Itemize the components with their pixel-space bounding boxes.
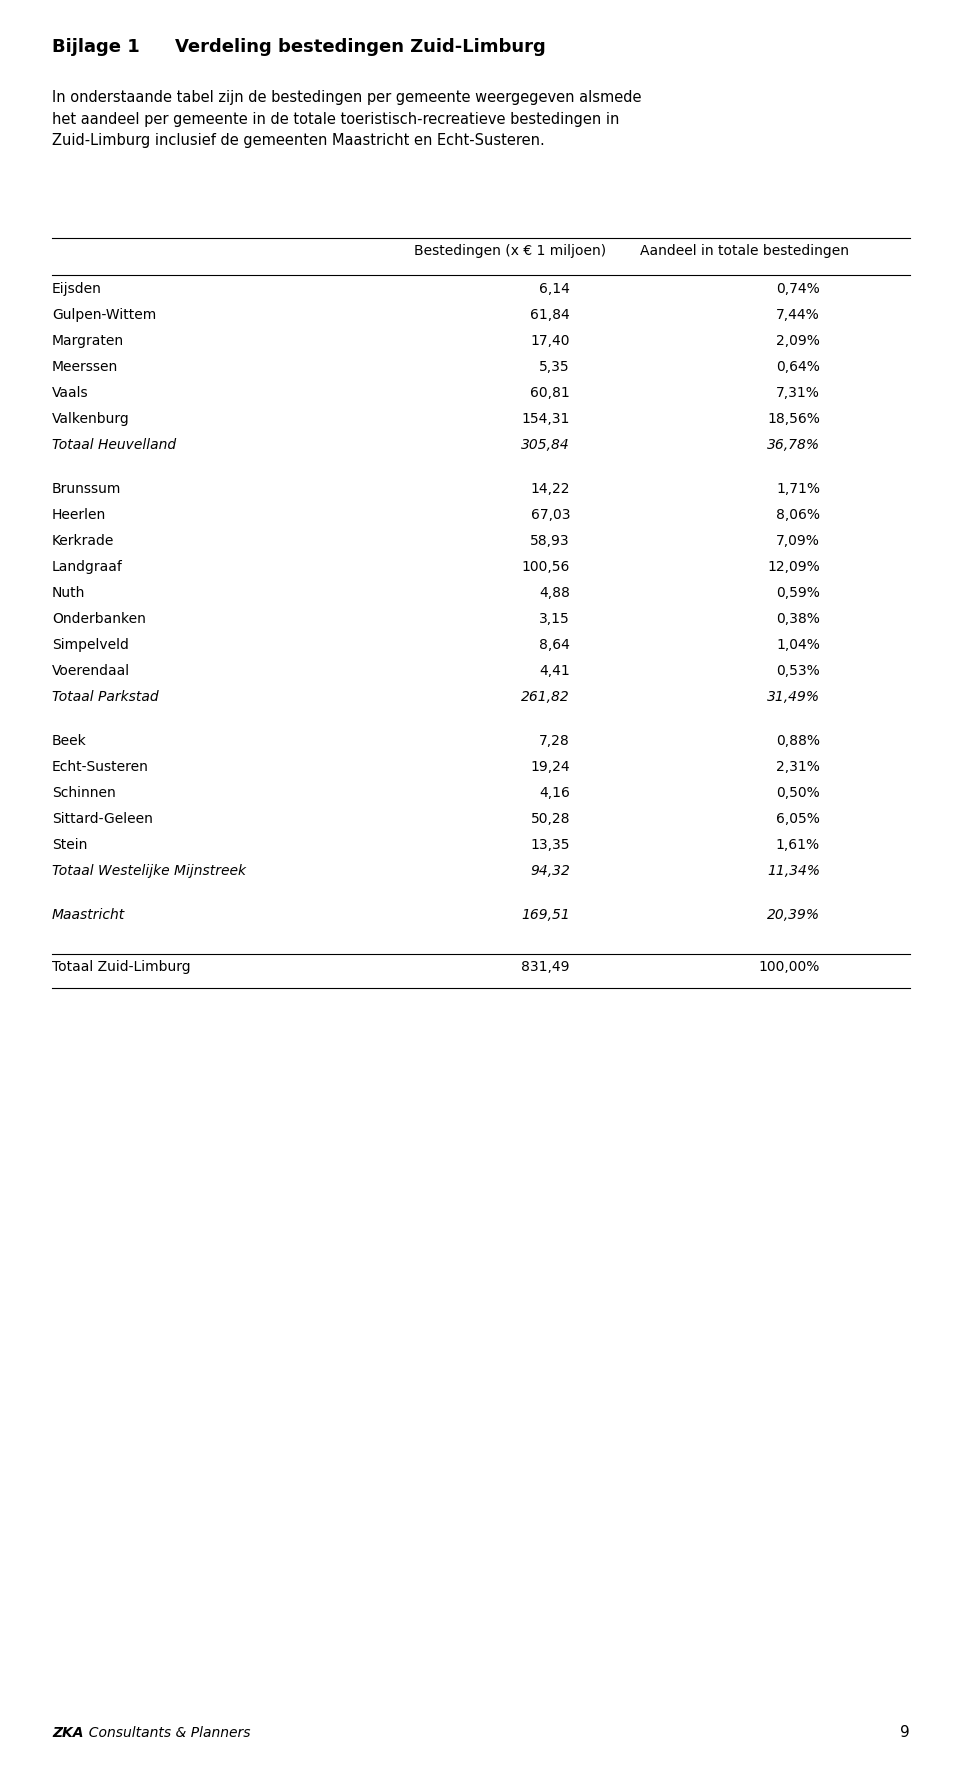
Text: Stein: Stein bbox=[52, 838, 87, 852]
Text: Bestedingen (x € 1 miljoen): Bestedingen (x € 1 miljoen) bbox=[414, 244, 606, 259]
Text: Echt-Susteren: Echt-Susteren bbox=[52, 760, 149, 774]
Text: 0,74%: 0,74% bbox=[777, 282, 820, 296]
Text: 18,56%: 18,56% bbox=[767, 413, 820, 427]
Text: 0,38%: 0,38% bbox=[776, 613, 820, 625]
Text: Gulpen-Wittem: Gulpen-Wittem bbox=[52, 308, 156, 322]
Text: 154,31: 154,31 bbox=[521, 413, 570, 427]
Text: Totaal Zuid-Limburg: Totaal Zuid-Limburg bbox=[52, 960, 191, 974]
Text: Valkenburg: Valkenburg bbox=[52, 413, 130, 427]
Text: 100,56: 100,56 bbox=[521, 560, 570, 574]
Text: 60,81: 60,81 bbox=[530, 386, 570, 400]
Text: 6,14: 6,14 bbox=[540, 282, 570, 296]
Text: Eijsden: Eijsden bbox=[52, 282, 102, 296]
Text: 58,93: 58,93 bbox=[530, 535, 570, 547]
Text: Kerkrade: Kerkrade bbox=[52, 535, 114, 547]
Text: In onderstaande tabel zijn de bestedingen per gemeente weergegeven alsmede
het a: In onderstaande tabel zijn de bestedinge… bbox=[52, 90, 641, 149]
Text: Nuth: Nuth bbox=[52, 586, 85, 600]
Text: Margraten: Margraten bbox=[52, 335, 124, 347]
Text: Verdeling bestedingen Zuid-Limburg: Verdeling bestedingen Zuid-Limburg bbox=[175, 37, 545, 57]
Text: Schinnen: Schinnen bbox=[52, 786, 116, 800]
Text: 831,49: 831,49 bbox=[521, 960, 570, 974]
Text: Maastricht: Maastricht bbox=[52, 909, 125, 923]
Text: 0,88%: 0,88% bbox=[776, 733, 820, 747]
Text: 2,09%: 2,09% bbox=[776, 335, 820, 347]
Text: 7,31%: 7,31% bbox=[776, 386, 820, 400]
Text: 4,88: 4,88 bbox=[540, 586, 570, 600]
Text: Beek: Beek bbox=[52, 733, 86, 747]
Text: 50,28: 50,28 bbox=[531, 811, 570, 825]
Text: 100,00%: 100,00% bbox=[758, 960, 820, 974]
Text: Vaals: Vaals bbox=[52, 386, 88, 400]
Text: 7,28: 7,28 bbox=[540, 733, 570, 747]
Text: 2,31%: 2,31% bbox=[776, 760, 820, 774]
Text: 4,41: 4,41 bbox=[540, 664, 570, 678]
Text: Totaal Heuvelland: Totaal Heuvelland bbox=[52, 437, 176, 452]
Text: 67,03: 67,03 bbox=[531, 508, 570, 522]
Text: 61,84: 61,84 bbox=[530, 308, 570, 322]
Text: 12,09%: 12,09% bbox=[767, 560, 820, 574]
Text: 7,44%: 7,44% bbox=[777, 308, 820, 322]
Text: Aandeel in totale bestedingen: Aandeel in totale bestedingen bbox=[640, 244, 850, 259]
Text: Consultants & Planners: Consultants & Planners bbox=[80, 1727, 251, 1739]
Text: Heerlen: Heerlen bbox=[52, 508, 107, 522]
Text: 11,34%: 11,34% bbox=[767, 864, 820, 878]
Text: Bijlage 1: Bijlage 1 bbox=[52, 37, 140, 57]
Text: Totaal Westelijke Mijnstreek: Totaal Westelijke Mijnstreek bbox=[52, 864, 246, 878]
Text: 7,09%: 7,09% bbox=[776, 535, 820, 547]
Text: 305,84: 305,84 bbox=[521, 437, 570, 452]
Text: 5,35: 5,35 bbox=[540, 360, 570, 374]
Text: Simpelveld: Simpelveld bbox=[52, 638, 129, 652]
Text: 6,05%: 6,05% bbox=[776, 811, 820, 825]
Text: Brunssum: Brunssum bbox=[52, 482, 121, 496]
Text: 8,06%: 8,06% bbox=[776, 508, 820, 522]
Text: 0,50%: 0,50% bbox=[777, 786, 820, 800]
Text: 0,53%: 0,53% bbox=[777, 664, 820, 678]
Text: 14,22: 14,22 bbox=[531, 482, 570, 496]
Text: Landgraaf: Landgraaf bbox=[52, 560, 123, 574]
Text: 8,64: 8,64 bbox=[540, 638, 570, 652]
Text: 0,59%: 0,59% bbox=[776, 586, 820, 600]
Text: 20,39%: 20,39% bbox=[767, 909, 820, 923]
Text: 261,82: 261,82 bbox=[521, 691, 570, 705]
Text: 13,35: 13,35 bbox=[531, 838, 570, 852]
Text: 169,51: 169,51 bbox=[521, 909, 570, 923]
Text: 3,15: 3,15 bbox=[540, 613, 570, 625]
Text: Totaal Parkstad: Totaal Parkstad bbox=[52, 691, 158, 705]
Text: 4,16: 4,16 bbox=[540, 786, 570, 800]
Text: ZKA: ZKA bbox=[52, 1727, 84, 1739]
Text: 36,78%: 36,78% bbox=[767, 437, 820, 452]
Text: Voerendaal: Voerendaal bbox=[52, 664, 131, 678]
Text: 9: 9 bbox=[900, 1725, 910, 1739]
Text: 1,04%: 1,04% bbox=[776, 638, 820, 652]
Text: 1,71%: 1,71% bbox=[776, 482, 820, 496]
Text: 31,49%: 31,49% bbox=[767, 691, 820, 705]
Text: 1,61%: 1,61% bbox=[776, 838, 820, 852]
Text: 19,24: 19,24 bbox=[530, 760, 570, 774]
Text: Meerssen: Meerssen bbox=[52, 360, 118, 374]
Text: 94,32: 94,32 bbox=[530, 864, 570, 878]
Text: 0,64%: 0,64% bbox=[776, 360, 820, 374]
Text: Sittard-Geleen: Sittard-Geleen bbox=[52, 811, 153, 825]
Text: Onderbanken: Onderbanken bbox=[52, 613, 146, 625]
Text: 17,40: 17,40 bbox=[531, 335, 570, 347]
